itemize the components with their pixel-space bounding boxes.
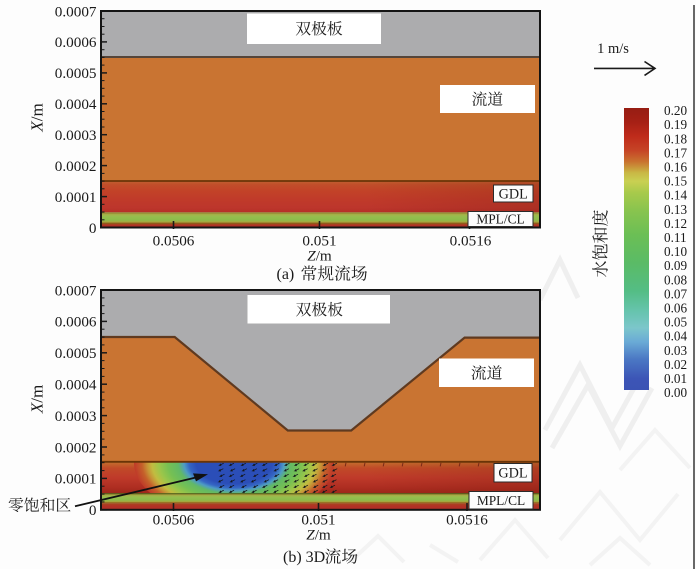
svg-text:0.06: 0.06 xyxy=(664,301,687,316)
svg-text:0.0004: 0.0004 xyxy=(55,96,97,113)
svg-text:0.0006: 0.0006 xyxy=(55,34,97,51)
svg-text:0.12: 0.12 xyxy=(664,216,687,231)
svg-text:0.03: 0.03 xyxy=(664,343,687,358)
svg-text:X/m: X/m xyxy=(28,385,47,414)
svg-text:0.13: 0.13 xyxy=(664,202,687,217)
svg-text:0.02: 0.02 xyxy=(664,357,687,372)
svg-text:0.0005: 0.0005 xyxy=(55,65,97,82)
svg-text:0.09: 0.09 xyxy=(664,258,687,273)
svg-text:Z/m: Z/m xyxy=(307,247,332,264)
svg-text:0.17: 0.17 xyxy=(664,145,687,160)
svg-text:0.0007: 0.0007 xyxy=(55,282,97,299)
svg-text:0.08: 0.08 xyxy=(664,272,687,287)
svg-text:0.0003: 0.0003 xyxy=(55,127,97,144)
svg-text:0.11: 0.11 xyxy=(664,230,687,245)
svg-text:(b) 3D: (b) 3D xyxy=(283,549,325,566)
svg-text:0.0007: 0.0007 xyxy=(55,3,97,20)
svg-text:Z/m: Z/m xyxy=(306,527,331,544)
svg-text:0.04: 0.04 xyxy=(664,329,687,344)
svg-text:0.0006: 0.0006 xyxy=(55,314,97,331)
svg-text:0: 0 xyxy=(89,502,97,519)
svg-text:0.19: 0.19 xyxy=(664,117,687,132)
svg-text:0.15: 0.15 xyxy=(664,174,687,189)
svg-text:0.01: 0.01 xyxy=(664,371,687,386)
svg-text:0.00: 0.00 xyxy=(664,385,687,400)
svg-text:0.0506: 0.0506 xyxy=(153,511,195,528)
svg-text:0.16: 0.16 xyxy=(664,160,687,175)
svg-text:0.18: 0.18 xyxy=(664,131,687,146)
svg-text:0.0004: 0.0004 xyxy=(55,377,97,394)
svg-text:0.0005: 0.0005 xyxy=(55,345,97,362)
svg-text:0.0002: 0.0002 xyxy=(55,439,97,456)
svg-text:GDL: GDL xyxy=(499,186,528,202)
svg-text:0.07: 0.07 xyxy=(664,286,687,301)
svg-text:0.05: 0.05 xyxy=(664,315,687,330)
svg-text:0: 0 xyxy=(89,220,97,237)
svg-text:1 m/s: 1 m/s xyxy=(597,41,629,57)
svg-text:0.0001: 0.0001 xyxy=(55,471,97,488)
svg-text:GDL: GDL xyxy=(498,466,527,482)
svg-text:X/m: X/m xyxy=(28,103,47,132)
svg-text:0.0516: 0.0516 xyxy=(446,511,488,528)
svg-text:0.20: 0.20 xyxy=(664,103,687,118)
svg-text:(a): (a) xyxy=(277,266,295,283)
svg-text:0.0516: 0.0516 xyxy=(450,232,492,249)
svg-text:MPL/CL: MPL/CL xyxy=(476,211,524,226)
svg-text:MPL/CL: MPL/CL xyxy=(477,493,525,508)
svg-text:0.0001: 0.0001 xyxy=(55,189,97,206)
svg-text:0.051: 0.051 xyxy=(301,511,335,528)
svg-text:0.10: 0.10 xyxy=(664,244,687,259)
svg-text:0.0003: 0.0003 xyxy=(55,408,97,425)
svg-text:0.0002: 0.0002 xyxy=(55,158,97,175)
svg-text:0.051: 0.051 xyxy=(302,232,336,249)
svg-text:0.14: 0.14 xyxy=(664,188,687,203)
svg-text:0.0506: 0.0506 xyxy=(153,232,195,249)
